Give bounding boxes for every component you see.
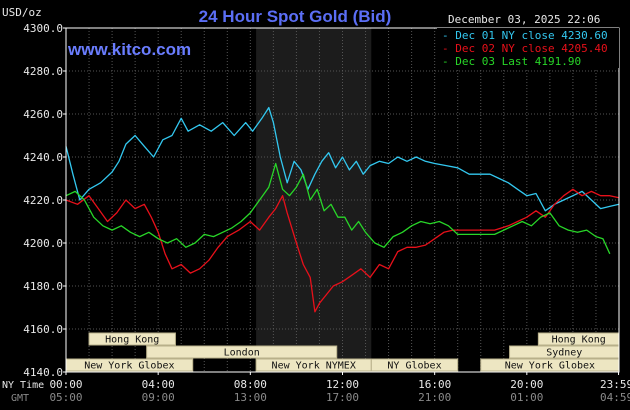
ny-time-row-label: NY Time bbox=[2, 380, 44, 391]
x-tick-label-ny: 00:00 bbox=[49, 378, 82, 391]
session-bar-fill bbox=[88, 332, 176, 346]
x-tick-label-ny: 12:00 bbox=[326, 378, 359, 391]
units-label: USD/oz bbox=[2, 6, 42, 19]
series-line-3 bbox=[65, 162, 611, 255]
price-series bbox=[65, 106, 620, 313]
session-bar: New York Globex bbox=[480, 358, 620, 372]
x-tick-label-gmt: 01:00 bbox=[510, 391, 543, 404]
chart-title: 24 Hour Spot Gold (Bid) bbox=[199, 7, 392, 26]
session-bar: New York NYMEX bbox=[255, 358, 372, 372]
session-bar-label: Sydney bbox=[546, 348, 582, 359]
session-bar-fill bbox=[146, 345, 338, 359]
session-bar: New York Globex bbox=[65, 358, 194, 372]
session-bar: Hong Kong bbox=[88, 332, 176, 346]
market-sessions: Hong Kong London New York Globex New York N… bbox=[65, 332, 620, 372]
legend: - Dec 01 NY close 4230.60- Dec 02 NY clo… bbox=[437, 28, 619, 68]
x-tick-label-gmt: 09:00 bbox=[142, 391, 175, 404]
legend-entry: - Dec 01 NY close 4230.60 bbox=[442, 29, 608, 42]
y-axis-ticks: 4300.0 4280.0 4260.0 4240.0 4220.0 4200.0 4180… bbox=[23, 22, 66, 379]
legend-entry: - Dec 02 NY close 4205.40 bbox=[442, 42, 608, 55]
x-tick-label-ny: 08:00 bbox=[234, 378, 267, 391]
x-tick-label-ny: 20:00 bbox=[510, 378, 543, 391]
highlight-band bbox=[256, 28, 372, 372]
y-tick-label: 4280.0 bbox=[23, 65, 63, 78]
session-bar: Hong Kong bbox=[537, 332, 620, 346]
x-tick-label-ny: 04:00 bbox=[142, 378, 175, 391]
session-bar-label: Hong Kong bbox=[105, 335, 159, 346]
series-line-2 bbox=[65, 188, 620, 313]
session-bar-label: New York Globex bbox=[84, 361, 174, 372]
y-tick-label: 4140.0 bbox=[23, 366, 63, 379]
datetime-label: December 03, 2025 22:06 bbox=[448, 13, 600, 26]
y-tick-label: 4260.0 bbox=[23, 108, 63, 121]
session-bar: Sydney bbox=[509, 345, 620, 359]
session-bar-label: Hong Kong bbox=[552, 335, 606, 346]
session-bar: NY Globex bbox=[370, 358, 459, 372]
session-bar-label: London bbox=[224, 348, 260, 359]
x-tick-label-gmt: 17:00 bbox=[326, 391, 359, 404]
x-tick-label-gmt: 04:59 bbox=[600, 391, 630, 404]
x-tick-label-gmt: 21:00 bbox=[418, 391, 451, 404]
grid bbox=[66, 28, 619, 372]
session-bar-label: NY Globex bbox=[387, 361, 441, 372]
series-line-1 bbox=[65, 106, 620, 212]
y-tick-label: 4160.0 bbox=[23, 323, 63, 336]
session-bar-fill bbox=[370, 358, 459, 372]
x-tick-label-ny: 16:00 bbox=[418, 378, 451, 391]
y-tick-label: 4200.0 bbox=[23, 237, 63, 250]
y-tick-label: 4300.0 bbox=[23, 22, 63, 35]
x-tick-label-gmt: 13:00 bbox=[234, 391, 267, 404]
legend-entry: - Dec 03 Last 4191.90 bbox=[442, 55, 581, 68]
y-tick-label: 4240.0 bbox=[23, 151, 63, 164]
session-bar-label: New York Globex bbox=[505, 361, 595, 372]
session-bar-label: New York NYMEX bbox=[272, 361, 356, 372]
session-bar: London bbox=[146, 345, 338, 359]
nymex-highlight-band bbox=[256, 28, 372, 372]
website-label: www.kitco.com bbox=[67, 40, 191, 59]
x-tick-label-gmt: 05:00 bbox=[49, 391, 82, 404]
y-tick-label: 4180.0 bbox=[23, 280, 63, 293]
legend-background bbox=[437, 28, 619, 68]
gmt-row-label: GMT bbox=[11, 393, 29, 404]
y-tick-label: 4220.0 bbox=[23, 194, 63, 207]
x-tick-label-ny: 23:59 bbox=[600, 378, 630, 391]
